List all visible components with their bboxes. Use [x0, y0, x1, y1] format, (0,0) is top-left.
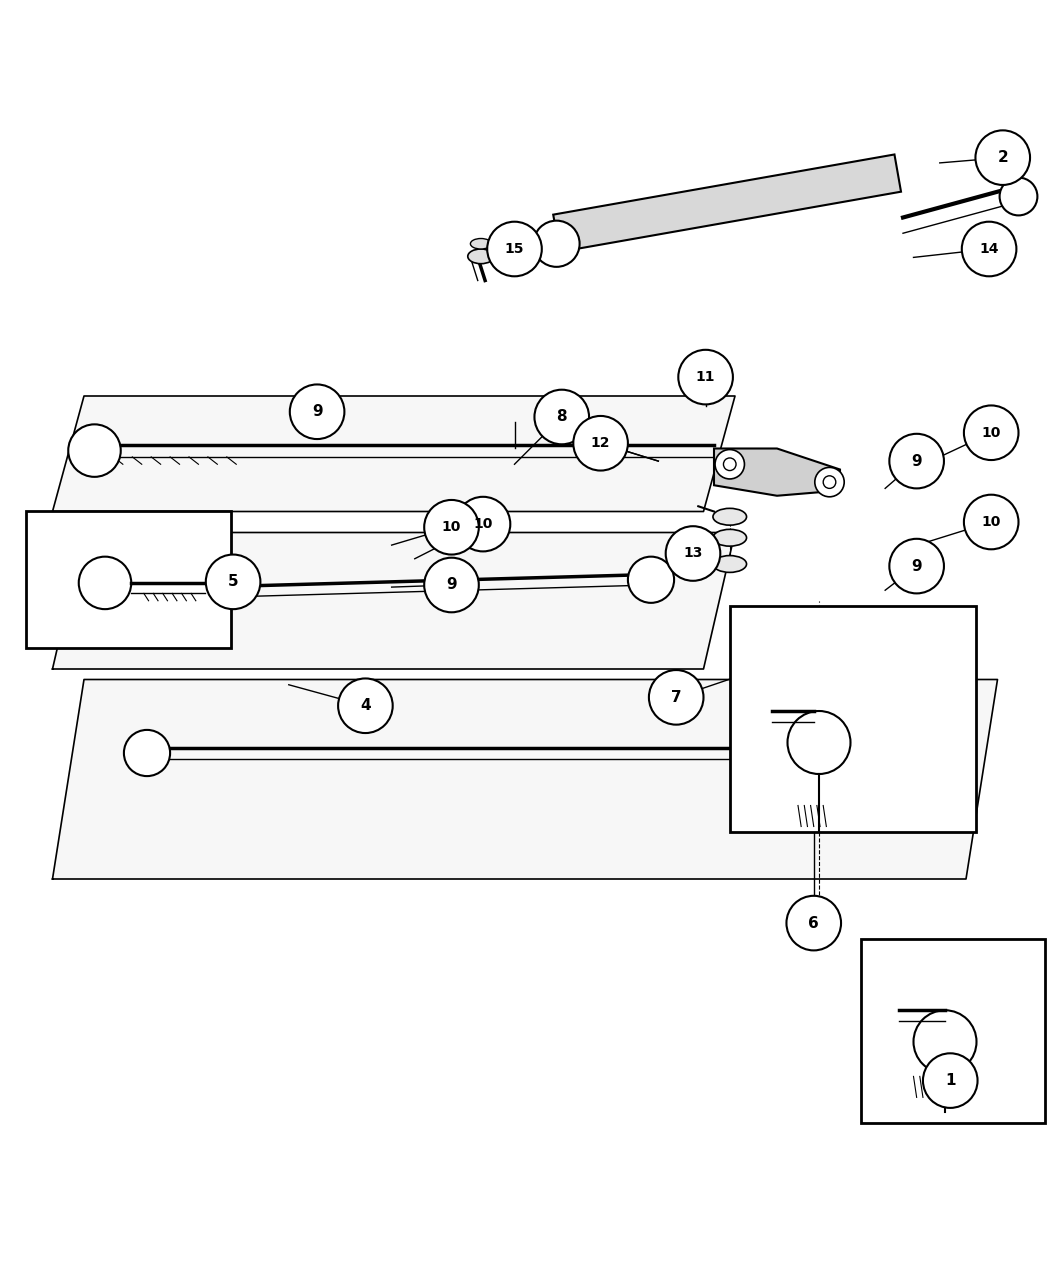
Circle shape [911, 729, 958, 776]
Text: 4: 4 [360, 699, 371, 713]
Circle shape [923, 1053, 978, 1108]
Text: 10: 10 [982, 515, 1001, 529]
Circle shape [889, 434, 944, 488]
Circle shape [206, 555, 260, 609]
Circle shape [424, 500, 479, 555]
Polygon shape [553, 154, 901, 252]
Ellipse shape [713, 529, 747, 546]
Circle shape [964, 495, 1018, 550]
Text: 15: 15 [505, 242, 524, 256]
Text: 11: 11 [696, 370, 715, 384]
Circle shape [1000, 177, 1037, 215]
Text: 10: 10 [442, 520, 461, 534]
Circle shape [964, 405, 1018, 460]
Text: 7: 7 [671, 690, 681, 705]
Text: 13: 13 [684, 547, 702, 561]
Polygon shape [52, 397, 735, 511]
Circle shape [962, 222, 1016, 277]
Text: 9: 9 [911, 454, 922, 469]
Circle shape [533, 221, 580, 266]
Text: 12: 12 [591, 436, 610, 450]
Text: 9: 9 [911, 558, 922, 574]
Text: 8: 8 [556, 409, 567, 425]
Circle shape [889, 539, 944, 593]
Text: 5: 5 [228, 574, 238, 589]
Ellipse shape [470, 238, 491, 249]
Circle shape [914, 1010, 976, 1074]
Circle shape [290, 385, 344, 439]
Circle shape [456, 497, 510, 551]
Circle shape [666, 527, 720, 581]
Circle shape [68, 425, 121, 477]
Circle shape [424, 557, 479, 612]
Ellipse shape [713, 509, 747, 525]
FancyBboxPatch shape [730, 606, 977, 831]
Text: 14: 14 [980, 242, 999, 256]
Ellipse shape [813, 650, 846, 667]
Circle shape [723, 458, 736, 470]
Circle shape [649, 671, 704, 724]
Circle shape [487, 222, 542, 277]
Circle shape [79, 557, 131, 609]
Text: 9: 9 [312, 404, 322, 419]
Circle shape [124, 729, 170, 776]
Ellipse shape [713, 556, 747, 572]
Text: 10: 10 [982, 426, 1001, 440]
Circle shape [628, 557, 674, 603]
Circle shape [573, 416, 628, 470]
Circle shape [715, 450, 744, 479]
Text: 2: 2 [998, 150, 1008, 166]
Circle shape [338, 678, 393, 733]
Text: 10: 10 [474, 518, 492, 532]
FancyBboxPatch shape [26, 511, 231, 648]
Circle shape [678, 349, 733, 404]
Text: 6: 6 [808, 915, 819, 931]
Circle shape [823, 476, 836, 488]
Circle shape [71, 572, 118, 618]
Ellipse shape [468, 249, 495, 264]
Ellipse shape [813, 629, 846, 646]
Circle shape [788, 711, 850, 774]
Polygon shape [52, 533, 735, 669]
Polygon shape [52, 680, 997, 878]
Circle shape [534, 390, 589, 444]
Circle shape [786, 896, 841, 950]
Text: 1: 1 [945, 1074, 956, 1088]
FancyBboxPatch shape [861, 938, 1045, 1122]
Circle shape [975, 130, 1030, 185]
Polygon shape [714, 449, 840, 496]
Circle shape [815, 468, 844, 497]
Text: 9: 9 [446, 578, 457, 593]
